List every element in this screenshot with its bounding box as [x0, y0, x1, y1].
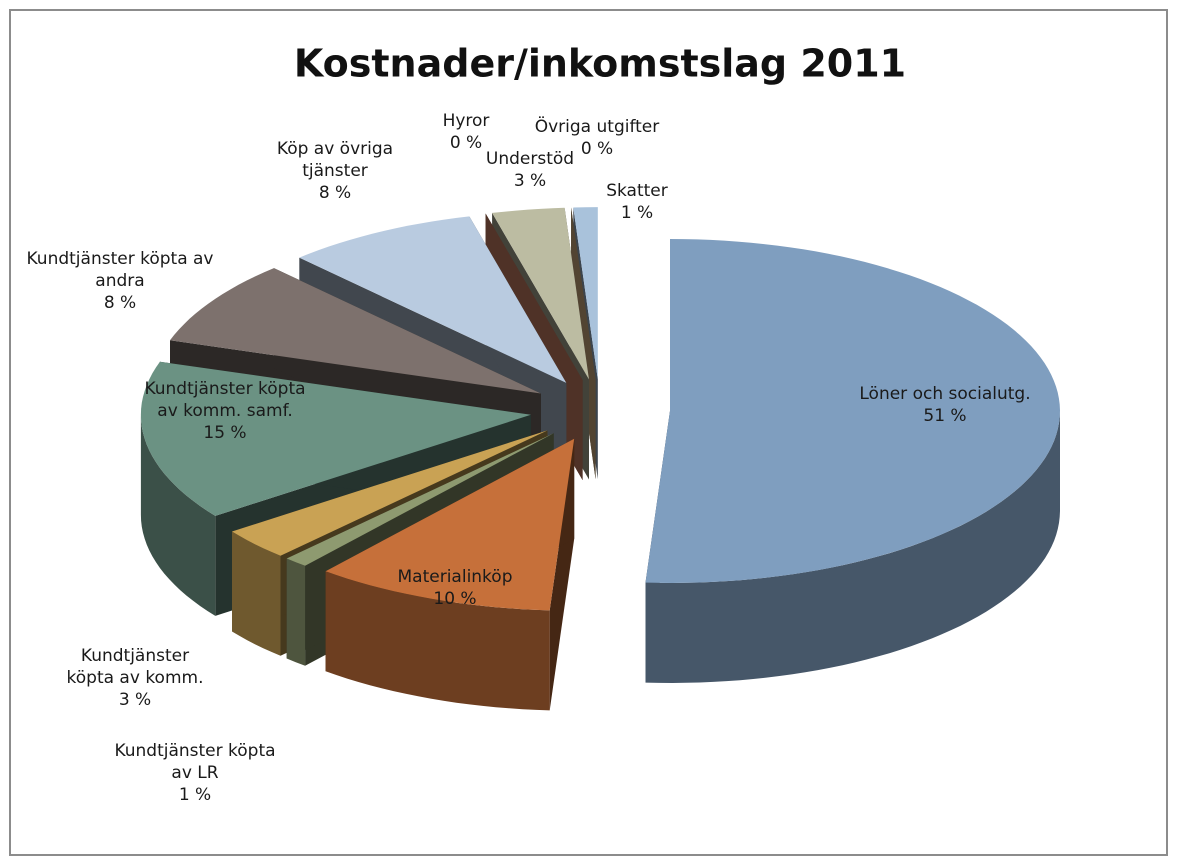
- value-label: 8 %: [103, 293, 137, 313]
- category-label: Skatter: [606, 181, 668, 201]
- category-label: Materialinköp: [397, 567, 513, 587]
- data-label: Löner och socialutg.51 %: [845, 383, 1045, 427]
- category-label: Kundtjänster köpta av LR: [114, 741, 276, 783]
- label-box: Hyror 0 %: [426, 110, 506, 154]
- label-box: Kundtjänster köpta av andra 8 %: [25, 248, 215, 314]
- slice: [325, 438, 575, 611]
- slice: [232, 430, 548, 556]
- category-label: Övriga utgifter: [534, 117, 660, 137]
- slice-wall: [286, 558, 306, 666]
- slice: [573, 207, 598, 380]
- data-label: Kundtjänster köpta av LR1 %: [103, 740, 288, 806]
- label-box: Kundtjänster köpta av komm. samf. 15 %: [135, 378, 315, 444]
- slice-wall: [645, 411, 1060, 683]
- category-label: Löner och socialutg.: [859, 384, 1031, 404]
- slice: [299, 216, 567, 383]
- slice: [140, 361, 531, 516]
- label-box: Löner och socialutg. 51 %: [845, 383, 1045, 427]
- slice-wall: [140, 414, 216, 616]
- slice-wall: [232, 531, 281, 656]
- label-box: Kundtjänster köpta av komm. 3 %: [60, 645, 210, 711]
- label-box: Skatter 1 %: [592, 180, 682, 224]
- label-box: Understöd 3 %: [480, 148, 580, 192]
- slice: [645, 239, 1060, 583]
- slice-wall: [325, 571, 550, 711]
- value-label: 1 %: [620, 203, 654, 223]
- label-box: Övriga utgifter 0 %: [517, 116, 677, 160]
- value-label: 10 %: [433, 589, 477, 609]
- category-label: Kundtjänster köpta av andra: [26, 249, 214, 291]
- category-label: Understöd: [485, 149, 575, 169]
- slice: [286, 433, 554, 566]
- category-label: Kundtjänster köpta av komm.: [66, 646, 204, 688]
- chart-title: Kostnader/inkomstslag 2011: [294, 42, 906, 86]
- data-label: Kundtjänster köpta av komm.3 %: [60, 645, 210, 711]
- value-label: 51 %: [923, 406, 967, 426]
- category-label: Köp av övriga tjänster: [276, 139, 394, 181]
- slice: [492, 207, 589, 380]
- value-label: 0 %: [580, 139, 614, 159]
- value-label: 15 %: [203, 423, 247, 443]
- category-label: Hyror: [442, 111, 490, 131]
- value-label: 8 %: [318, 183, 352, 203]
- slice: [170, 268, 541, 394]
- label-box: Köp av övriga tjänster 8 %: [260, 138, 410, 204]
- value-label: 3 %: [513, 171, 547, 191]
- value-label: 3 %: [118, 690, 152, 710]
- value-label: 0 %: [449, 133, 483, 153]
- label-box: Kundtjänster köpta av LR 1 %: [103, 740, 288, 806]
- category-label: Kundtjänster köpta av komm. samf.: [144, 379, 306, 421]
- label-box: Materialinköp 10 %: [375, 566, 535, 610]
- data-label: Kundtjänster köpta av komm. samf.15 %: [135, 378, 315, 444]
- value-label: 1 %: [178, 785, 212, 805]
